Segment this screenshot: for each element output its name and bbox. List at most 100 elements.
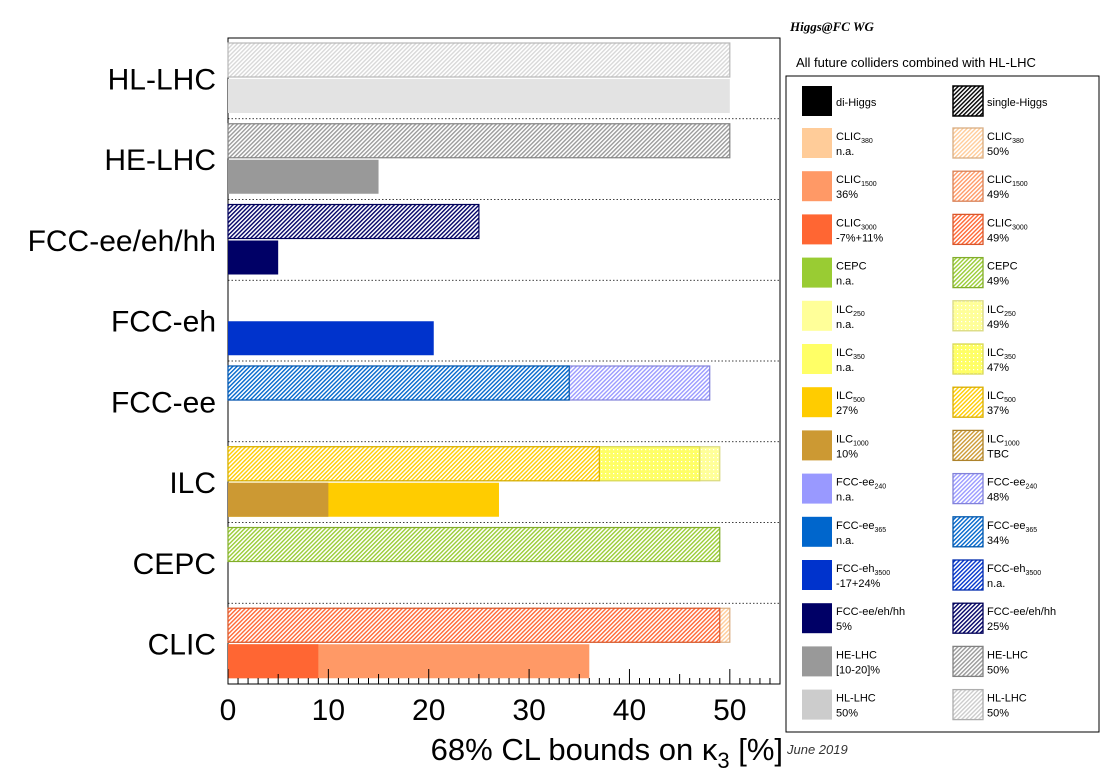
legend-swatch-cepc-di: [802, 257, 832, 288]
legend-name-he-lhc-single: HE-LHC: [987, 649, 1028, 661]
legend-swatch-clic-1500-di: [802, 171, 832, 202]
x-tick-label-30: 30: [512, 694, 545, 727]
legend-name-hl-lhc-single: HL-LHC: [987, 693, 1027, 705]
legend-swatch-fcc-ee-365-di: [802, 516, 832, 547]
legend-swatch-hl-lhc-di: [802, 689, 832, 720]
legend-subscript-fcc-ee-240-single: 240: [1026, 484, 1038, 491]
category-label-cepc: CEPC: [133, 548, 216, 581]
legend-value-he-lhc-di: [10-20]%: [836, 664, 880, 676]
category-label-fcc-ee-eh-hh: FCC-ee/eh/hh: [28, 225, 216, 258]
legend-swatch-ilc-500-di: [802, 387, 832, 418]
legend-swatch-clic-3000-di: [802, 214, 832, 245]
legend-value-clic-3000-di: -7%+11%: [836, 232, 883, 244]
x-axis: 0 10 20 30 40 50: [220, 669, 781, 727]
x-tick-label-10: 10: [312, 694, 345, 727]
legend-box: [785, 75, 1100, 733]
legend-name-ilc-1000-di: ILC1000: [836, 433, 869, 447]
legend-subscript-clic-3000-single: 3000: [1012, 224, 1028, 231]
legend-value-ilc-1000-di: 10%: [836, 448, 858, 460]
category-labels: HL-LHC HE-LHC FCC-ee/eh/hh FCC-eh FCC-ee ILC C…: [28, 63, 216, 661]
legend-subscript-fcc-eh-3500-single: 3500: [1026, 570, 1042, 577]
x-tick-label-40: 40: [613, 694, 646, 727]
legend-value-fcc-ee-365-di: n.a.: [836, 535, 854, 547]
legend-name-ilc-250-single: ILC250: [987, 304, 1016, 318]
legend-name-cepc-di: CEPC: [836, 261, 867, 273]
legend-name-clic-1500-di: CLIC1500: [836, 174, 877, 188]
legend-subscript-clic-380-di: 380: [861, 138, 873, 145]
x-tick-label-50: 50: [713, 694, 746, 727]
legend-value-fcc-ee-240-single: 48%: [987, 492, 1009, 504]
legend-swatch-fcc-ee-240-single: [952, 472, 984, 505]
legend-value-fcc-ee-eh-hh-single: 25%: [987, 621, 1009, 633]
legend-value-fcc-eh-3500-di: -17+24%: [836, 578, 881, 590]
legend-value-ilc-250-di: n.a.: [836, 319, 854, 331]
legend-name-clic-3000-single: CLIC3000: [987, 217, 1028, 231]
legend-swatch-fcc-ee-240-di: [802, 473, 832, 504]
legend-value-ilc-250-single: 49%: [987, 319, 1009, 331]
legend-subscript-clic-3000-di: 3000: [861, 224, 877, 231]
bar-clic-single-clic3000: [227, 607, 721, 643]
legend-name-hl-lhc-di: HL-LHC: [836, 693, 876, 705]
bar-clic-di-clic3000: [228, 644, 319, 679]
legend-name-fcc-eh-3500-di: FCC-eh3500: [836, 563, 890, 577]
legend-title: All future colliders combined with HL-LH…: [796, 55, 1036, 70]
legend-value-clic-1500-di: 36%: [836, 189, 858, 201]
category-label-ilc: ILC: [169, 467, 216, 500]
legend-name-ilc-500-single: ILC500: [987, 390, 1016, 404]
bar-ilc-single-ilc500: [227, 446, 600, 482]
legend-swatch-he-lhc-single: [952, 645, 984, 678]
legend-value-fcc-eh-3500-single: n.a.: [987, 578, 1005, 590]
legend-subscript-ilc-1000-di: 1000: [853, 440, 869, 447]
legend-name-ilc-500-di: ILC500: [836, 390, 865, 404]
legend-name-clic-3000-di: CLIC3000: [836, 217, 877, 231]
bar-he-lhc-di-he-lhc: [228, 159, 379, 194]
legend-value-clic-3000-single: 49%: [987, 232, 1009, 244]
bar-cepc-single-cepc: [227, 526, 721, 563]
legend-swatch-ilc-250-di: [802, 300, 832, 331]
legend-swatch-hl-lhc-single: [952, 688, 984, 721]
legend-value-fcc-ee-240-di: n.a.: [836, 492, 854, 504]
legend-swatch-clic-3000-single: [952, 213, 984, 246]
legend-swatch-fcc-ee-eh-hh-di: [802, 603, 832, 634]
legend-subscript-ilc-350-di: 350: [853, 354, 865, 361]
legend-swatch-ilc-250-single: [952, 300, 984, 332]
legend-swatch-fcc-eh-3500-di: [802, 560, 832, 590]
legend-swatch-clic-380-di: [802, 128, 832, 158]
x-tick-label-20: 20: [412, 694, 445, 727]
legend: All future colliders combined with HL-LH…: [785, 55, 1100, 733]
legend-value-ilc-350-di: n.a.: [836, 362, 854, 374]
x-axis-title: 68% CL bounds on κ3 [%]: [431, 732, 783, 771]
legend-subscript-fcc-ee-365-single: 365: [1026, 527, 1038, 534]
legend-name-clic-1500-single: CLIC1500: [987, 174, 1028, 188]
legend-name-fcc-ee-240-single: FCC-ee240: [987, 477, 1037, 491]
legend-value-cepc-di: n.a.: [836, 276, 854, 288]
legend-subscript-clic-380-single: 380: [1012, 138, 1024, 145]
legend-subscript-clic-1500-di: 1500: [861, 181, 877, 188]
legend-subscript-ilc-500-di: 500: [853, 397, 865, 404]
legend-subscript-fcc-eh-3500-di: 3500: [875, 570, 891, 577]
category-label-hl-lhc: HL-LHC: [108, 63, 216, 96]
legend-swatch-fcc-ee-365-single: [952, 516, 984, 548]
legend-subscript-fcc-ee-240-di: 240: [875, 484, 887, 491]
legend-swatch-ilc-350-di: [802, 344, 832, 374]
bar-fcc-ee-eh-hh-single-fcc-ee-eh-hh: [227, 203, 480, 240]
legend-name-fcc-ee-240-di: FCC-ee240: [836, 477, 886, 491]
legend-swatch-cepc-single: [952, 256, 984, 289]
legend-name-ilc-350-single: ILC350: [987, 347, 1016, 361]
legend-swatch-ilc-1000-di: [802, 430, 832, 461]
legend-value-clic-380-single: 50%: [987, 146, 1009, 158]
legend-swatch-clic-1500-single: [952, 170, 984, 202]
legend-value-hl-lhc-single: 50%: [987, 708, 1009, 720]
legend-value-ilc-350-single: 47%: [987, 362, 1009, 374]
legend-swatch-he-lhc-di: [802, 646, 832, 677]
category-label-he-lhc: HE-LHC: [104, 144, 216, 177]
legend-subscript-ilc-350-single: 350: [1004, 354, 1016, 361]
legend-name-fcc-ee-eh-hh-single: FCC-ee/eh/hh: [987, 606, 1056, 618]
legend-value-hl-lhc-di: 50%: [836, 708, 858, 720]
legend-entries: di-Higgs single-HiggsCLIC380n.a.CLIC38050…: [802, 85, 1056, 721]
legend-value-clic-1500-single: 49%: [987, 189, 1009, 201]
legend-value-he-lhc-single: 50%: [987, 664, 1009, 676]
legend-name-clic-380-single: CLIC380: [987, 131, 1024, 145]
legend-subscript-ilc-500-single: 500: [1004, 397, 1016, 404]
